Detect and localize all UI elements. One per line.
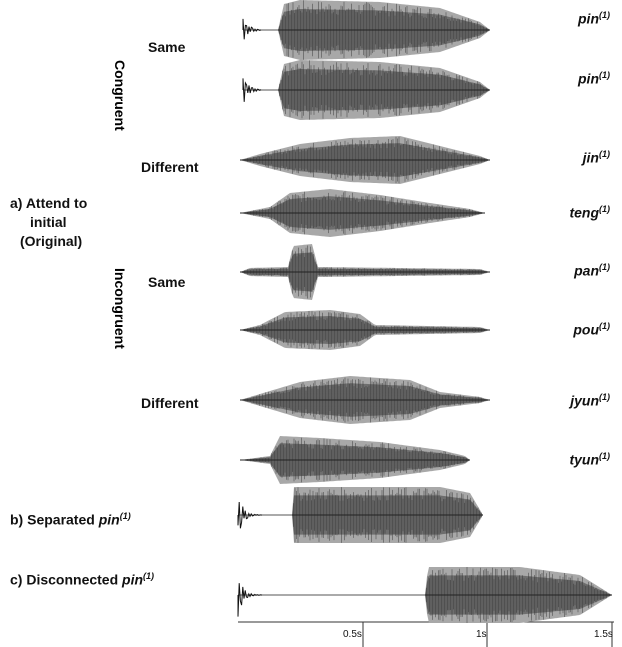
stimulus-label: tyun(1) (569, 451, 610, 468)
section-text: b) Separated (10, 511, 95, 528)
burst (242, 78, 262, 102)
condition-label: Same (148, 274, 186, 290)
section-word: pin (122, 571, 144, 588)
stimulus-sup: (1) (599, 321, 610, 331)
section-label: c) Disconnected pin(1) (10, 568, 154, 588)
burst (242, 18, 262, 40)
stimulus-sup: (1) (599, 149, 610, 159)
section-sup: (1) (143, 571, 155, 581)
section-label: b) Separated pin(1) (10, 508, 131, 528)
stimulus-label: pin(1) (578, 70, 610, 87)
section-label: a) Attend to (10, 195, 88, 211)
stimulus-label: teng(1) (569, 204, 610, 221)
stimulus-word: pin (578, 70, 599, 87)
stimulus-sup: (1) (599, 10, 610, 20)
stimulus-sup: (1) (599, 70, 610, 80)
condition-label: Same (148, 39, 186, 55)
stimulus-sup: (1) (599, 262, 610, 272)
burst (237, 583, 263, 617)
stimulus-sup: (1) (599, 204, 610, 214)
condition-label: Different (141, 159, 199, 175)
stimulus-word: jyun (570, 392, 599, 409)
burst (237, 501, 263, 529)
stimulus-word: jin (582, 149, 599, 166)
axis-tick-label: 1.5s (594, 629, 613, 640)
section-text: c) Disconnected (10, 571, 119, 588)
stimulus-word: pou (573, 321, 599, 338)
stimulus-word: pin (578, 10, 599, 27)
stimulus-word: tyun (569, 451, 599, 468)
condition-label: Different (141, 395, 199, 411)
group-label: Congruent (112, 60, 128, 131)
stimulus-label: pou(1) (573, 321, 610, 338)
stimulus-sup: (1) (599, 451, 610, 461)
stimulus-label: pin(1) (578, 10, 610, 27)
group-label: Incongruent (112, 268, 128, 349)
section-sup: (1) (119, 511, 131, 521)
stimulus-label: pan(1) (574, 262, 610, 279)
section-label: initial (30, 214, 67, 230)
axis-tick-label: 1s (476, 629, 487, 640)
stimulus-label: jyun(1) (570, 392, 610, 409)
stimulus-word: teng (569, 204, 599, 221)
section-word: pin (98, 511, 120, 528)
stimulus-sup: (1) (599, 392, 610, 402)
stimulus-word: pan (574, 262, 599, 279)
stimulus-label: jin(1) (583, 149, 610, 166)
axis-tick-label: 0.5s (343, 629, 362, 640)
section-label: (Original) (20, 233, 83, 249)
